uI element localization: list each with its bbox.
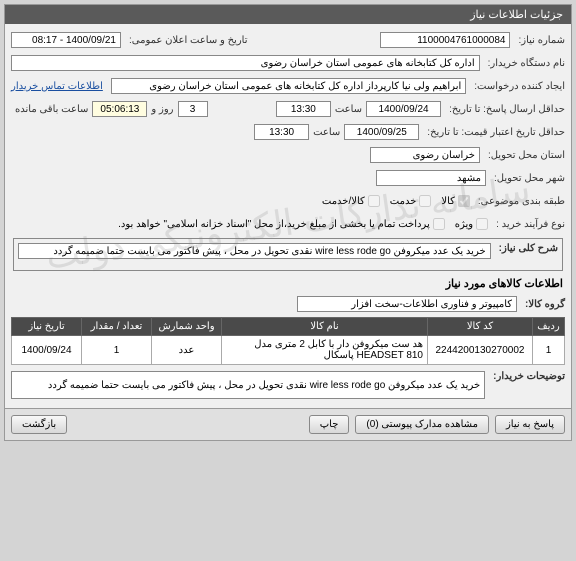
province-label: استان محل تحویل:: [488, 150, 565, 161]
th-4: تعداد / مقدار: [82, 318, 152, 336]
print-button[interactable]: چاپ: [309, 415, 350, 434]
remain-label: ساعت باقی مانده: [15, 104, 88, 115]
cat-khadamat-label: خدمت: [390, 196, 417, 207]
th-0: ردیف: [533, 318, 565, 336]
proc-spot-label: ویژه: [455, 219, 473, 230]
time-label-1: ساعت: [335, 104, 362, 115]
req-no-label: شماره نیاز:: [518, 35, 565, 46]
public-date-field: 1400/09/21 - 08:17: [11, 32, 121, 48]
cat-both-label: کالا/خدمت: [322, 196, 365, 207]
group-field: کامپیوتر و فناوری اطلاعات-سخت افزار: [297, 296, 517, 312]
items-table: ردیف کد کالا نام کالا واحد شمارش تعداد /…: [11, 317, 565, 365]
deadline-label: حداقل ارسال پاسخ: تا تاریخ:: [449, 104, 565, 115]
td-2: هد ست میکروفن دار با کابل 2 متری مدل HEA…: [222, 336, 428, 365]
td-0: 1: [533, 336, 565, 365]
contact-link[interactable]: اطلاعات تماس خریدار: [11, 81, 103, 92]
details-panel: جزئیات اطلاعات نیاز شماره نیاز: 11000047…: [4, 4, 572, 441]
time-label-2: ساعت: [313, 127, 340, 138]
cat-both-check[interactable]: کالا/خدمت: [322, 195, 380, 207]
back-button[interactable]: بازگشت: [11, 415, 67, 434]
deadline-time-field: 13:30: [276, 101, 331, 117]
cat-kala-check[interactable]: کالا: [441, 195, 470, 207]
validity-time-field: 13:30: [254, 124, 309, 140]
th-3: واحد شمارش: [152, 318, 222, 336]
reply-button[interactable]: پاسخ به نیاز: [495, 415, 565, 434]
cat-khadamat-check[interactable]: خدمت: [390, 195, 432, 207]
creator-field: ابراهیم ولی نیا کارپرداز اداره کل کتابخا…: [111, 78, 466, 94]
th-5: تاریخ نیاز: [12, 318, 82, 336]
validity-date-field: 1400/09/25: [344, 124, 419, 140]
deadline-date-field: 1400/09/24: [366, 101, 441, 117]
desc-group: شرح کلی نیاز: خرید یک عدد میکروفن wire l…: [13, 238, 563, 271]
province-field: خراسان رضوی: [370, 147, 480, 163]
days-field: 3: [178, 101, 208, 117]
city-field: مشهد: [376, 170, 486, 186]
public-date-label: تاریخ و ساعت اعلان عمومی:: [129, 35, 248, 46]
note-label: توضیحات خریدار:: [493, 371, 565, 382]
cat-label: طبقه بندی موضوعی:: [478, 196, 565, 207]
table-row: 1 2244200130270002 هد ست میکروفن دار با …: [12, 336, 565, 365]
desc-label: شرح کلی نیاز:: [499, 243, 558, 254]
cat-kala-label: کالا: [441, 196, 455, 207]
th-2: نام کالا: [222, 318, 428, 336]
day-label: روز و: [151, 104, 173, 115]
creator-label: ایجاد کننده درخواست:: [474, 81, 565, 92]
proc-spot-check[interactable]: ویژه: [455, 218, 488, 230]
th-1: کد کالا: [428, 318, 533, 336]
note-field: خرید یک عدد میکروفن wire less rode go نق…: [11, 371, 485, 399]
td-5: 1400/09/24: [12, 336, 82, 365]
panel-body: شماره نیاز: 1100004761000084 تاریخ و ساع…: [5, 24, 571, 408]
panel-title: جزئیات اطلاعات نیاز: [5, 5, 571, 24]
group-label: گروه کالا:: [525, 299, 565, 310]
desc-field: خرید یک عدد میکروفن wire less rode go نق…: [18, 243, 491, 259]
footer-bar: پاسخ به نیاز مشاهده مدارک پیوستی (0) چاپ…: [5, 408, 571, 440]
items-title: اطلاعات کالاهای مورد نیاز: [13, 277, 563, 290]
td-1: 2244200130270002: [428, 336, 533, 365]
validity-label: حداقل تاریخ اعتبار قیمت: تا تاریخ:: [427, 127, 565, 138]
buyer-org-field: اداره کل کتابخانه های عمومی استان خراسان…: [11, 55, 480, 71]
proc-other-check[interactable]: پرداخت تمام یا بخشی از مبلغ خرید،از محل …: [118, 218, 445, 230]
table-header-row: ردیف کد کالا نام کالا واحد شمارش تعداد /…: [12, 318, 565, 336]
proc-other-label: پرداخت تمام یا بخشی از مبلغ خرید،از محل …: [118, 219, 430, 230]
td-4: 1: [82, 336, 152, 365]
req-no-field: 1100004761000084: [380, 32, 510, 48]
td-3: عدد: [152, 336, 222, 365]
process-label: نوع فرآیند خرید :: [496, 219, 565, 230]
city-label: شهر محل تحویل:: [494, 173, 565, 184]
buyer-org-label: نام دستگاه خریدار:: [488, 58, 565, 69]
attachments-button[interactable]: مشاهده مدارک پیوستی (0): [355, 415, 489, 434]
remain-time-field: 05:06:13: [92, 101, 147, 117]
